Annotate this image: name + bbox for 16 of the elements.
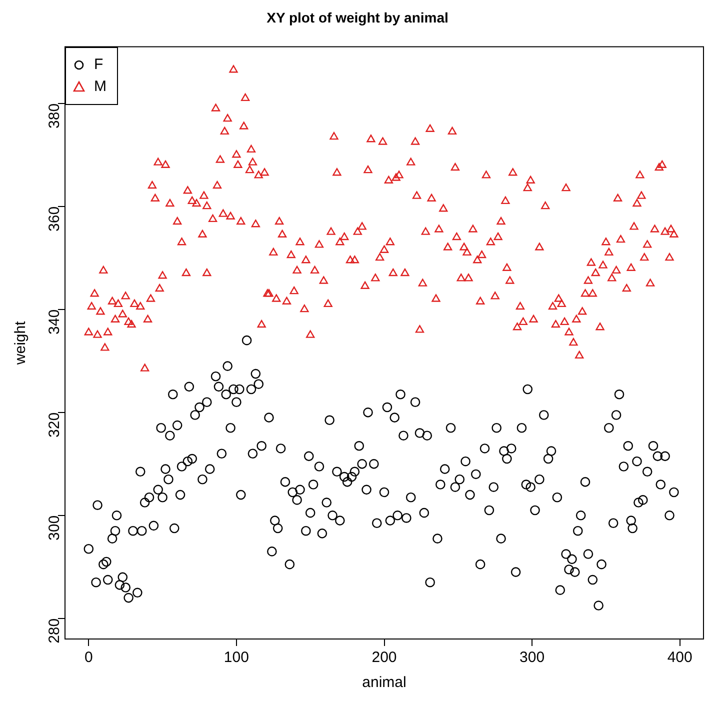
x-axis-title: animal <box>362 674 406 692</box>
chart-title: XY plot of weight by animal <box>266 9 448 26</box>
legend-label: F <box>94 54 104 75</box>
x-tick-label: 200 <box>372 649 397 666</box>
y-tick-label: 320 <box>46 412 64 438</box>
y-tick-label: 380 <box>46 103 64 128</box>
x-tick-label: 0 <box>84 649 93 666</box>
y-tick-label: 300 <box>46 515 64 540</box>
y-tick-label: 280 <box>46 618 64 644</box>
x-tick-label: 300 <box>520 649 545 666</box>
y-tick-label: 340 <box>46 309 64 334</box>
y-axis-title: weight <box>12 320 30 366</box>
y-tick-label: 360 <box>46 206 64 232</box>
x-tick-label: 100 <box>224 649 249 666</box>
x-tick-label: 400 <box>667 649 692 666</box>
legend-label: M <box>94 76 106 97</box>
